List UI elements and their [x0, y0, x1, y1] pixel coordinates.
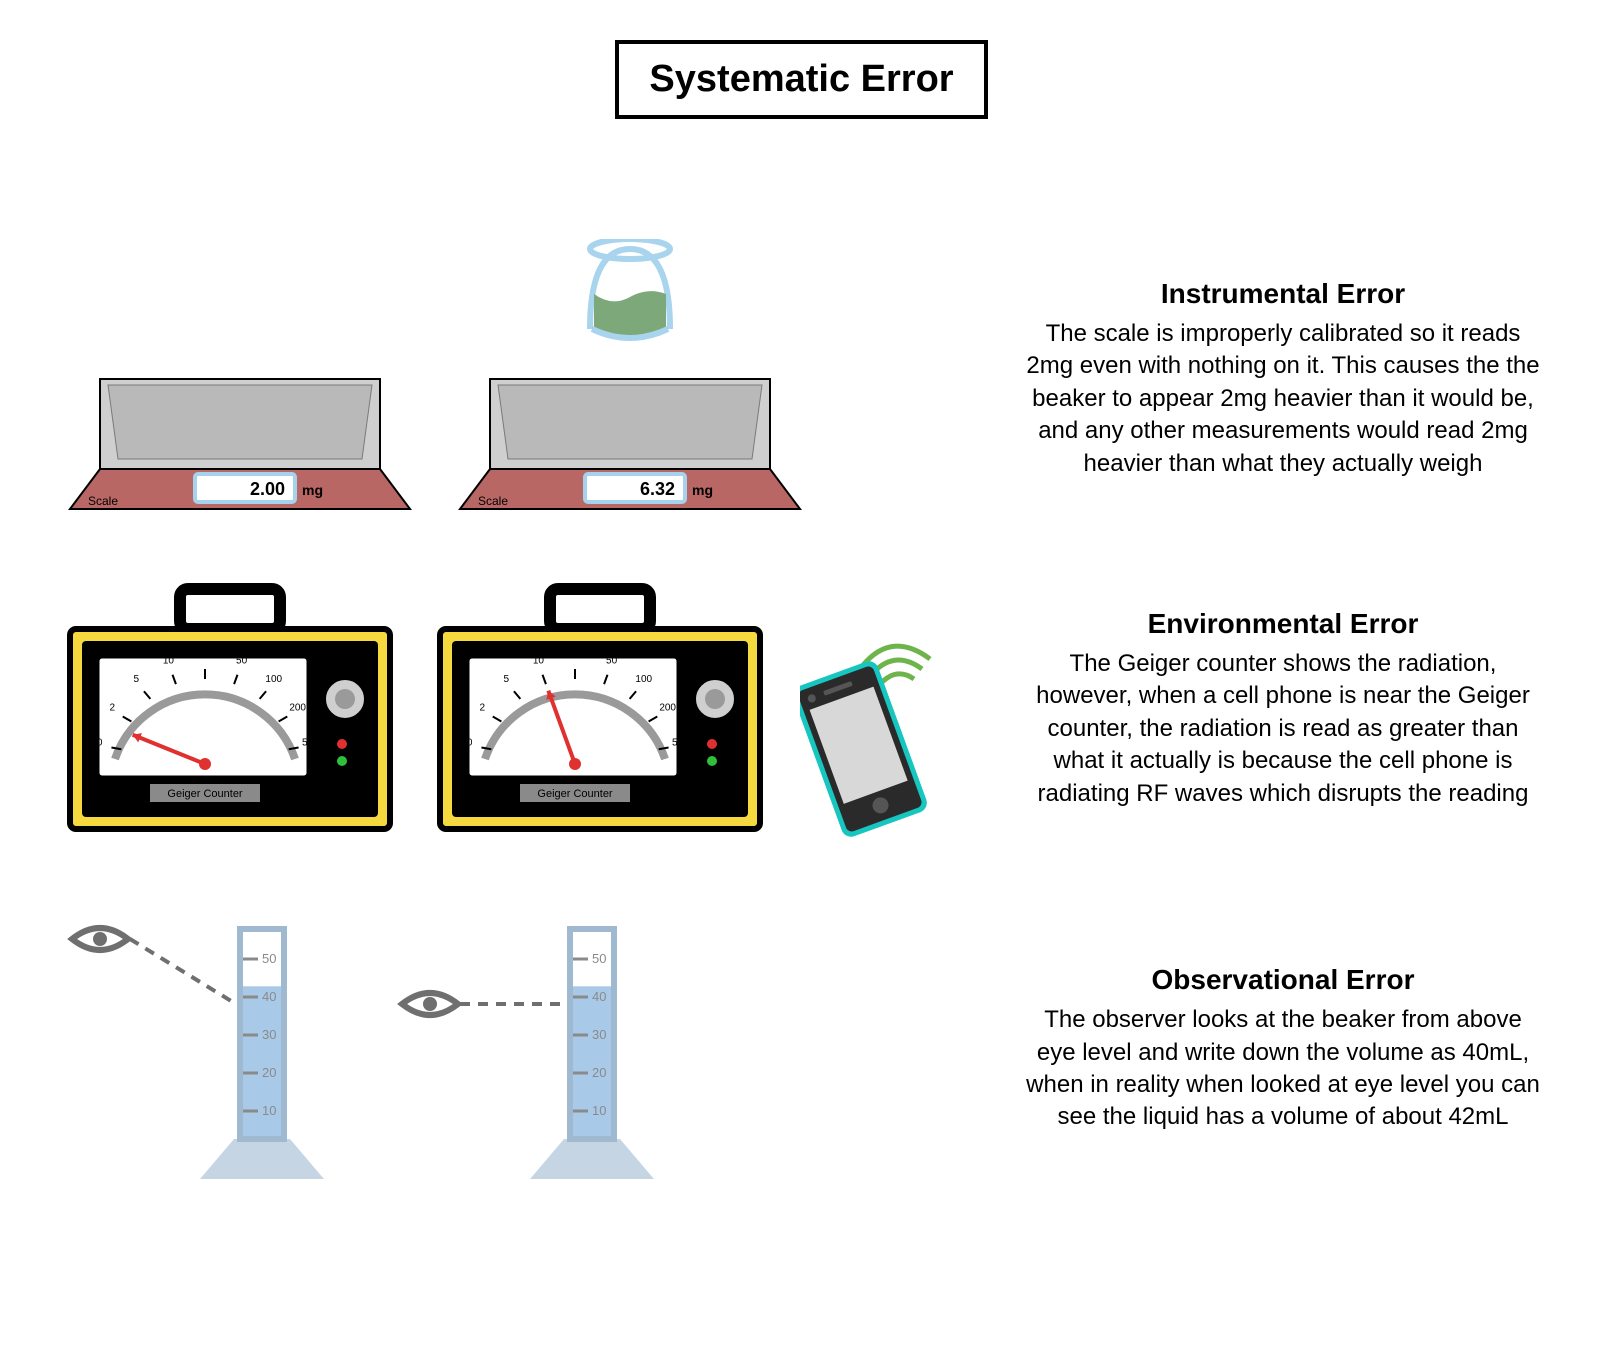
- instrumental-title: Instrumental Error: [1023, 278, 1543, 310]
- svg-text:mg: mg: [692, 482, 713, 498]
- row-environmental: 0 2 5 10 20 50 100 200 500 Geiger Counter 0 2 5 10 20…: [60, 579, 1543, 839]
- dial-tick-label: 0: [97, 737, 103, 748]
- cylinder-view-above: 50 40 30 20 10: [60, 899, 360, 1199]
- grad-mark: 30: [262, 1027, 276, 1042]
- dial-tick-label: 0: [467, 737, 473, 748]
- grad-mark: 50: [262, 951, 276, 966]
- cellphone-icon: [800, 619, 960, 839]
- dial-tick-label: 50: [606, 655, 618, 666]
- scale-with-beaker: 6.32 mg Scale: [450, 239, 810, 519]
- scale-empty: 2.00 mg Scale: [60, 319, 420, 519]
- dial-tick-label: 500: [672, 737, 689, 748]
- geiger-counter-left: 0 2 5 10 20 50 100 200 500 Geiger Counter: [60, 579, 400, 839]
- scale-reading-right: 6.32: [640, 479, 675, 499]
- dial-tick-label: 5: [503, 674, 509, 685]
- grad-mark: 10: [262, 1103, 276, 1118]
- dial-tick-label: 5: [133, 674, 139, 685]
- dial-tick-label: 500: [302, 737, 319, 748]
- cylinder-view-level: 50 40 30 20 10: [390, 899, 690, 1199]
- dial-tick-label: 10: [533, 655, 545, 666]
- grad-mark: 10: [592, 1103, 606, 1118]
- geiger-label: Geiger Counter: [537, 788, 613, 800]
- dial-tick-label: 20: [199, 649, 211, 660]
- beaker-icon: [590, 239, 670, 338]
- dial-tick-label: 2: [110, 703, 116, 714]
- grad-mark: 20: [262, 1065, 276, 1080]
- dial-tick-label: 10: [163, 655, 175, 666]
- row-instrumental: 2.00 mg Scale 6.32 mg Scale Instrumental…: [60, 239, 1543, 519]
- grad-mark: 30: [592, 1027, 606, 1042]
- sight-line: [130, 939, 236, 1004]
- dial-tick-label: 200: [289, 703, 306, 714]
- grad-mark: 50: [592, 951, 606, 966]
- row-observational: 50 40 30 20 10 50 40 30 20 10 Observational Erro…: [60, 899, 1543, 1199]
- geiger-counter-right: 0 2 5 10 20 50 100 200 500 Geiger Counter: [430, 579, 770, 839]
- dial-tick-label: 50: [236, 655, 248, 666]
- observational-title: Observational Error: [1023, 964, 1543, 996]
- instrumental-body: The scale is improperly calibrated so it…: [1023, 318, 1543, 480]
- geiger-label: Geiger Counter: [167, 788, 243, 800]
- scale-reading-left: 2.00: [250, 479, 285, 499]
- dial-tick-label: 2: [480, 703, 486, 714]
- dial-tick-label: 20: [569, 649, 581, 660]
- grad-mark: 40: [592, 989, 606, 1004]
- observational-body: The observer looks at the beaker from ab…: [1023, 1004, 1543, 1134]
- page-title: Systematic Error: [649, 58, 953, 100]
- title-box: Systematic Error: [615, 40, 987, 119]
- dial-tick-label: 200: [659, 703, 676, 714]
- grad-mark: 20: [592, 1065, 606, 1080]
- environmental-title: Environmental Error: [1023, 608, 1543, 640]
- svg-text:Scale: Scale: [478, 494, 508, 508]
- scale-label: Scale: [88, 494, 118, 508]
- dial-tick-label: 100: [265, 674, 282, 685]
- scale-unit: mg: [302, 482, 323, 498]
- environmental-body: The Geiger counter shows the radiation, …: [1023, 648, 1543, 810]
- grad-mark: 40: [262, 989, 276, 1004]
- dial-tick-label: 100: [635, 674, 652, 685]
